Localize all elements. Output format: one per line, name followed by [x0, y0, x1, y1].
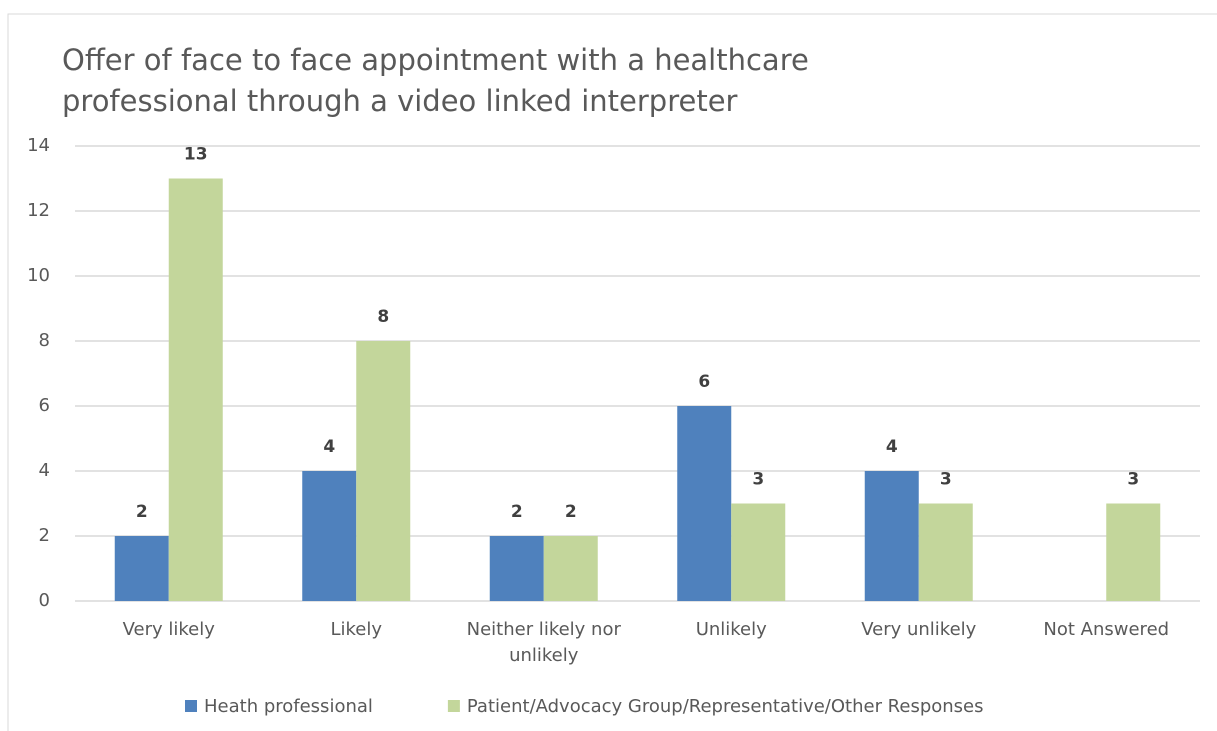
data-label: 2 — [511, 502, 523, 522]
bar — [168, 178, 223, 601]
data-label: 2 — [136, 502, 148, 522]
y-tick-label: 10 — [27, 265, 50, 286]
data-label: 3 — [1127, 470, 1139, 490]
data-label: 6 — [698, 372, 710, 392]
chart-border — [7, 13, 1217, 731]
data-label: 3 — [752, 470, 764, 490]
y-tick-label: 12 — [27, 200, 50, 221]
bar — [918, 503, 973, 601]
bar — [864, 471, 919, 601]
data-label: 8 — [377, 307, 389, 327]
y-tick-label: 2 — [39, 525, 50, 546]
data-label: 13 — [184, 145, 208, 165]
x-tick-label: Neither likely nor unlikely — [466, 619, 621, 666]
bar — [731, 503, 786, 601]
bar — [114, 536, 169, 601]
x-tick-label: Very unlikely — [861, 619, 977, 640]
bar — [543, 536, 598, 601]
legend-swatch — [447, 700, 460, 712]
data-label: 2 — [565, 502, 577, 522]
x-tick-label: Not Answered — [1043, 619, 1170, 640]
chart-title: Offer of face to face appointment with a… — [62, 43, 809, 118]
bar — [356, 341, 411, 601]
y-tick-label: 4 — [39, 460, 50, 481]
x-tick-label: Unlikely — [695, 619, 767, 640]
legend-label: Patient/Advocacy Group/Representative/Ot… — [467, 696, 984, 717]
legend-label: Heath professional — [204, 696, 373, 717]
x-tick-label: Very likely — [122, 619, 215, 640]
x-tick-label: Likely — [330, 619, 383, 640]
legend-swatch — [185, 700, 197, 712]
y-tick-label: 6 — [39, 395, 50, 416]
bar — [677, 406, 732, 601]
bar — [302, 471, 357, 601]
data-label: 4 — [886, 437, 898, 457]
y-tick-label: 8 — [39, 330, 50, 351]
data-label: 3 — [940, 470, 952, 490]
data-label: 4 — [323, 437, 335, 457]
y-tick-label: 0 — [39, 590, 50, 611]
bar — [489, 536, 544, 601]
y-tick-label: 14 — [27, 135, 50, 156]
bar — [1106, 503, 1161, 601]
